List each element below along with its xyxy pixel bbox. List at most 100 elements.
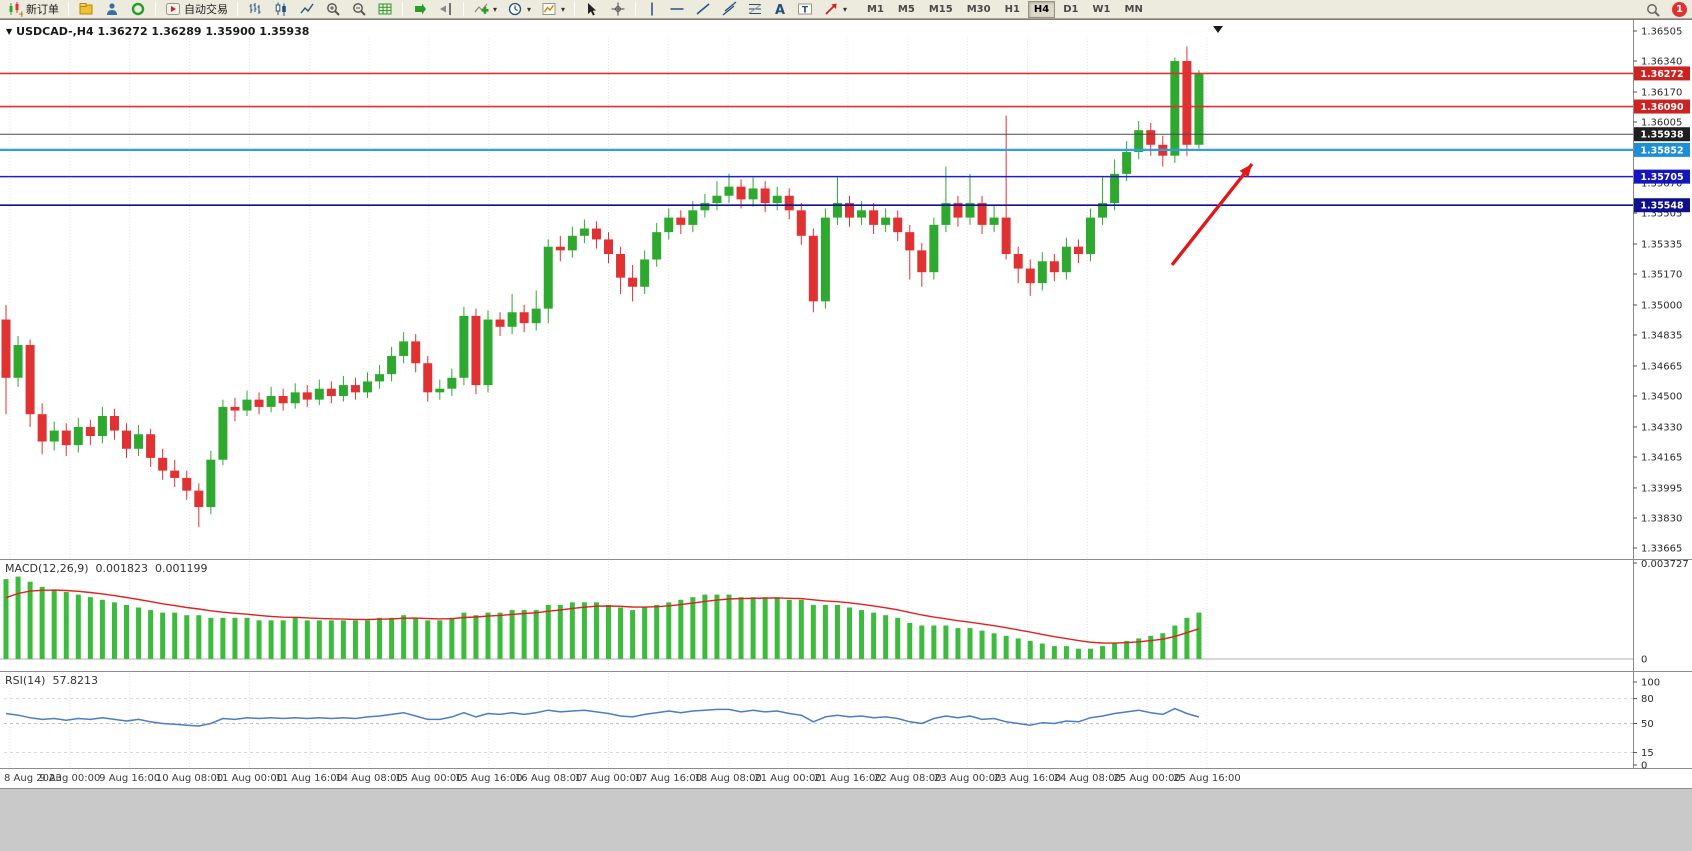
candle	[1086, 217, 1095, 255]
new-order-button[interactable]: + 新订单	[3, 1, 63, 18]
candle	[748, 188, 758, 200]
indicators-button[interactable]: ▾	[469, 1, 501, 18]
navigator-button[interactable]	[100, 1, 124, 18]
candle	[724, 186, 734, 196]
text-label-tool-button[interactable]: T	[793, 1, 817, 18]
price-tick-label: 1.34500	[1641, 391, 1682, 402]
new-order-label: 新订单	[26, 3, 59, 16]
dropdown-icon: ▾	[843, 4, 848, 14]
candle	[85, 426, 95, 437]
channel-tool-button[interactable]	[717, 1, 741, 18]
macd-bar	[1039, 643, 1045, 659]
refresh-icon	[131, 2, 145, 16]
timeframe-m5-button[interactable]: M5	[892, 1, 921, 18]
text-tool-button[interactable]: A	[769, 1, 791, 18]
timeframe-toolbar: M1 M5 M15 M30 H1 H4 D1 W1 MN	[860, 1, 1150, 18]
candlestick-type-button[interactable]	[269, 1, 293, 18]
candlestick-icon	[275, 2, 286, 16]
zoom-in-button[interactable]	[321, 1, 345, 18]
refresh-button[interactable]	[126, 1, 150, 18]
macd-bar	[15, 576, 21, 659]
price-tick-label: 1.36005	[1641, 118, 1682, 129]
timeframe-d1-button[interactable]: D1	[1057, 1, 1084, 18]
macd-bar	[581, 602, 587, 659]
notification-badge[interactable]: 1	[1672, 2, 1687, 17]
zoom-out-button[interactable]	[347, 1, 371, 18]
chart-shift-button[interactable]	[434, 1, 458, 18]
toolbar-separator	[463, 2, 464, 16]
chart-shift-marker[interactable]	[1213, 26, 1223, 33]
macd-bar	[340, 620, 346, 659]
timeframe-m30-button[interactable]: M30	[961, 1, 997, 18]
fibonacci-icon	[748, 4, 762, 14]
horizontal-line-tool-button[interactable]	[665, 1, 689, 18]
price-tick-label: 1.33665	[1641, 544, 1682, 555]
macd-bar	[738, 597, 744, 659]
price-tick-label: 1.35505	[1641, 209, 1682, 220]
auto-scroll-button[interactable]	[408, 1, 432, 18]
periods-button[interactable]: ▾	[503, 1, 535, 18]
trend-arrow-annotation[interactable]	[1170, 162, 1254, 267]
candle	[158, 457, 168, 471]
candle	[1170, 61, 1180, 156]
macd-bar	[1136, 638, 1142, 659]
candle	[1110, 173, 1120, 204]
price-tick-label: 1.33995	[1641, 483, 1682, 494]
macd-bar	[1100, 646, 1106, 659]
macd-bar	[1075, 648, 1081, 659]
arrows-tool-button[interactable]: ▾	[819, 1, 851, 18]
bar-chart-type-button[interactable]	[243, 1, 267, 18]
timeframe-h1-button[interactable]: H1	[999, 1, 1026, 18]
templates-button[interactable]: ▾	[537, 1, 569, 18]
main-price-chart[interactable]: 1.365051.363401.361701.360051.358401.356…	[0, 20, 1692, 559]
profiles-button[interactable]	[74, 1, 98, 18]
time-axis-label: 8 Aug 2023	[4, 773, 62, 784]
time-axis-label: 11 Aug 16:00	[275, 773, 343, 784]
fibonacci-tool-button[interactable]	[743, 1, 767, 18]
trendline-icon	[696, 3, 710, 15]
macd-scale-max-label: 0.003727	[1641, 559, 1689, 570]
macd-bar	[220, 617, 226, 659]
candle	[254, 399, 264, 407]
auto-trading-button[interactable]: 自动交易	[161, 1, 232, 18]
line-chart-type-button[interactable]	[295, 1, 319, 18]
timeframe-h4-button[interactable]: H4	[1027, 1, 1056, 18]
candle	[242, 399, 252, 411]
price-tick-label: 1.35670	[1641, 179, 1682, 190]
vertical-line-tool-button[interactable]	[641, 1, 663, 18]
toolbar-separator	[155, 2, 156, 16]
cursor-button[interactable]	[580, 1, 604, 18]
search-button[interactable]	[1641, 1, 1665, 18]
timeframe-m1-button[interactable]: M1	[861, 1, 890, 18]
trendline-tool-button[interactable]	[691, 1, 715, 18]
macd-histogram	[3, 576, 1202, 659]
macd-bar	[822, 604, 828, 659]
time-axis-label: 21 Aug 16:00	[814, 773, 882, 784]
price-tick-label: 1.35335	[1641, 239, 1682, 250]
rsi-panel[interactable]: 100 80 50 15 0	[0, 671, 1692, 769]
collapse-icon[interactable]: ▼	[6, 27, 13, 36]
candle	[700, 203, 710, 211]
candle	[170, 470, 180, 478]
timeframe-w1-button[interactable]: W1	[1087, 1, 1117, 18]
macd-bar	[3, 579, 9, 659]
macd-panel[interactable]: 0.003727 0	[0, 559, 1692, 671]
candle	[712, 195, 722, 204]
zoom-out-icon	[353, 3, 366, 16]
horizontal-line-icon	[670, 8, 684, 10]
timeframe-m15-button[interactable]: M15	[923, 1, 959, 18]
trend-arrow-head	[1239, 164, 1252, 178]
candle	[616, 254, 626, 278]
crosshair-icon	[611, 2, 625, 16]
macd-bar	[172, 612, 178, 659]
grid-button[interactable]	[373, 1, 397, 18]
macd-bar	[1003, 635, 1009, 659]
time-axis-label: 9 Aug 16:00	[99, 773, 161, 784]
macd-bar	[99, 599, 105, 659]
crosshair-button[interactable]	[606, 1, 630, 18]
macd-bar	[1148, 635, 1154, 659]
candle	[1049, 261, 1059, 273]
toolbar-right-group: 1	[1640, 1, 1687, 18]
timeframe-mn-button[interactable]: MN	[1119, 1, 1149, 18]
